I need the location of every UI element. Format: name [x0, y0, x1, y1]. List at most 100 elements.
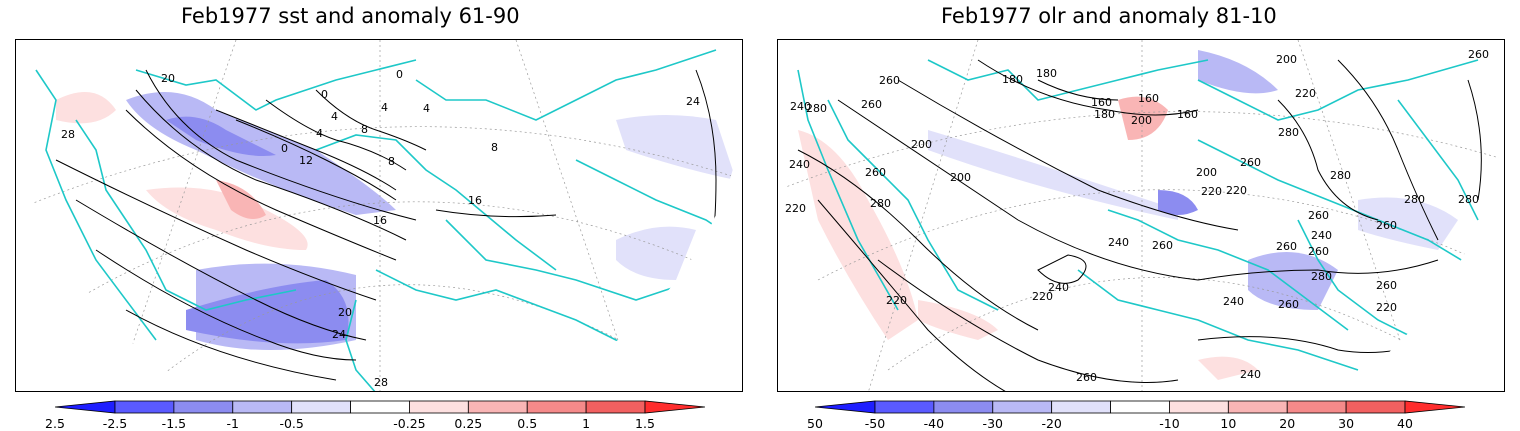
contour-label: 20 — [161, 72, 175, 85]
graticule — [16, 40, 742, 391]
colorbar-tick-label: 20 — [1279, 416, 1296, 431]
colorbar-tick-label: 1.5 — [635, 416, 655, 431]
colorbar-arrow-right — [644, 400, 705, 414]
colorbar-tick-label: -0.5 — [279, 416, 304, 431]
anomaly-blue-shade — [1248, 252, 1338, 310]
colorbar-tick-label: -10 — [1159, 416, 1180, 431]
colorbar-box — [114, 400, 175, 414]
anomaly-blue-shade — [928, 130, 1178, 220]
contour-label: 8 — [388, 155, 395, 168]
contour-label: 8 — [491, 141, 498, 154]
contour-label: 240 — [1223, 295, 1244, 308]
contour-label: 260 — [1308, 209, 1329, 222]
sst-contour-labels: 20 28 0 0 4 8 12 4 8 16 16 20 24 28 24 8… — [61, 68, 700, 389]
contour-label: 200 — [911, 138, 932, 151]
colorbar-tick-label: 30 — [1338, 416, 1355, 431]
colorbar-box — [173, 400, 234, 414]
anomaly-blue-shade — [1198, 50, 1278, 94]
contour-label: 260 — [1278, 298, 1299, 311]
contour-label: 28 — [61, 128, 75, 141]
anomaly-blue-shade — [1358, 197, 1458, 250]
sst-map: 20 28 0 0 4 8 12 4 8 16 16 20 24 28 24 8… — [16, 40, 742, 391]
colorbar-tick-label: -1.5 — [161, 416, 187, 431]
contour-label: 240 — [789, 158, 810, 171]
colorbar-box — [291, 400, 351, 414]
anomaly-red-shade — [216, 180, 266, 219]
contour-label: 280 — [1311, 270, 1332, 283]
contour-label: 16 — [373, 214, 387, 227]
anomaly-blue-shade — [166, 116, 276, 156]
colorbar-arrow-left — [815, 400, 876, 414]
contour-label: 180 — [1002, 73, 1023, 86]
contour-label: 260 — [865, 166, 886, 179]
contour-label: 160 — [1177, 108, 1198, 121]
contour-label: 240 — [790, 100, 811, 113]
olr-map: 260 240 280 260 180 180 160 160 200 180 … — [778, 40, 1504, 391]
contour-label: 220 — [1201, 185, 1222, 198]
contour-label: 24 — [332, 328, 346, 341]
anomaly-blue-shade — [616, 115, 736, 180]
contour-label: 240 — [1311, 229, 1332, 242]
olr-contours — [797, 59, 1482, 391]
colorbar-tick-label: -1 — [226, 416, 239, 431]
anomaly-red-shade — [1118, 96, 1168, 140]
sst-map-panel: 20 28 0 0 4 8 12 4 8 16 16 20 24 28 24 8… — [15, 39, 743, 392]
anomaly-red-shade — [146, 187, 308, 250]
colorbar-box — [585, 400, 646, 414]
colorbar-arrow-right — [1404, 400, 1465, 414]
panel-title-sst: Feb1977 sst and anomaly 61-90 — [181, 4, 520, 28]
contour-label: 280 — [1330, 169, 1351, 182]
contour-label: 200 — [1196, 166, 1217, 179]
anomaly-blue-shade — [616, 226, 696, 280]
contour-label: 160 — [1138, 92, 1159, 105]
contour-label: 260 — [1308, 245, 1329, 258]
contour-label: 180 — [1094, 108, 1115, 121]
contour-label: 28 — [374, 376, 388, 389]
contour-label: 280 — [1458, 193, 1479, 206]
contour-label: 240 — [1240, 368, 1261, 381]
colorbar-box — [467, 400, 528, 414]
colorbar-tick-label: 1 — [582, 416, 591, 431]
contour-label: 260 — [861, 98, 882, 111]
colorbar-tick-label: 0.25 — [454, 416, 483, 431]
contour-label: 240 — [1048, 281, 1069, 294]
colorbar-box — [526, 400, 587, 414]
contour-label: 200 — [1131, 114, 1152, 127]
colorbar-box — [232, 400, 293, 414]
contour-label: 260 — [1376, 219, 1397, 232]
olr-map-panel: 260 240 280 260 180 180 160 160 200 180 … — [777, 39, 1505, 392]
anomaly-red-shade — [56, 92, 116, 124]
contour-label: 240 — [1108, 236, 1129, 249]
contour-label: 260 — [879, 74, 900, 87]
sst-colorbar — [55, 400, 705, 414]
contour-label: 220 — [785, 202, 806, 215]
contour-label: 160 — [1091, 96, 1112, 109]
colorbar-box — [1110, 400, 1170, 414]
contour-label: 4 — [331, 110, 338, 123]
anomaly-red-shade — [918, 300, 998, 340]
colorbar-tick-label: -2.5 — [102, 416, 128, 431]
colorbar-tick-label: 0.5 — [517, 416, 538, 431]
colorbar-box — [1227, 400, 1288, 414]
contour-label: 20 — [338, 306, 352, 319]
colorbar-tick-label: -40 — [923, 416, 945, 431]
colorbar-box — [1286, 400, 1347, 414]
anomaly-blue-shade — [186, 280, 349, 344]
anomaly-red-shade — [1198, 356, 1258, 380]
coastlines — [35, 49, 737, 391]
colorbar-box — [1169, 400, 1229, 414]
contour-label: 220 — [1032, 290, 1053, 303]
contour-label: 220 — [1295, 87, 1316, 100]
contour-label: 0 — [396, 68, 403, 81]
contour-label: 4 — [316, 127, 323, 140]
contour-label: 220 — [1376, 301, 1397, 314]
olr-contour-labels: 260 240 280 260 180 180 160 160 200 180 … — [785, 48, 1489, 384]
colorbar-box — [933, 400, 994, 414]
graticule — [778, 40, 1504, 391]
coastlines — [797, 59, 1479, 371]
contour-label: 16 — [468, 194, 482, 207]
contour-label: 8 — [361, 123, 368, 136]
colorbar-box — [409, 400, 469, 414]
colorbar-tick-label: 2.5 — [45, 416, 65, 431]
anomaly-blue-shade — [1158, 190, 1198, 215]
